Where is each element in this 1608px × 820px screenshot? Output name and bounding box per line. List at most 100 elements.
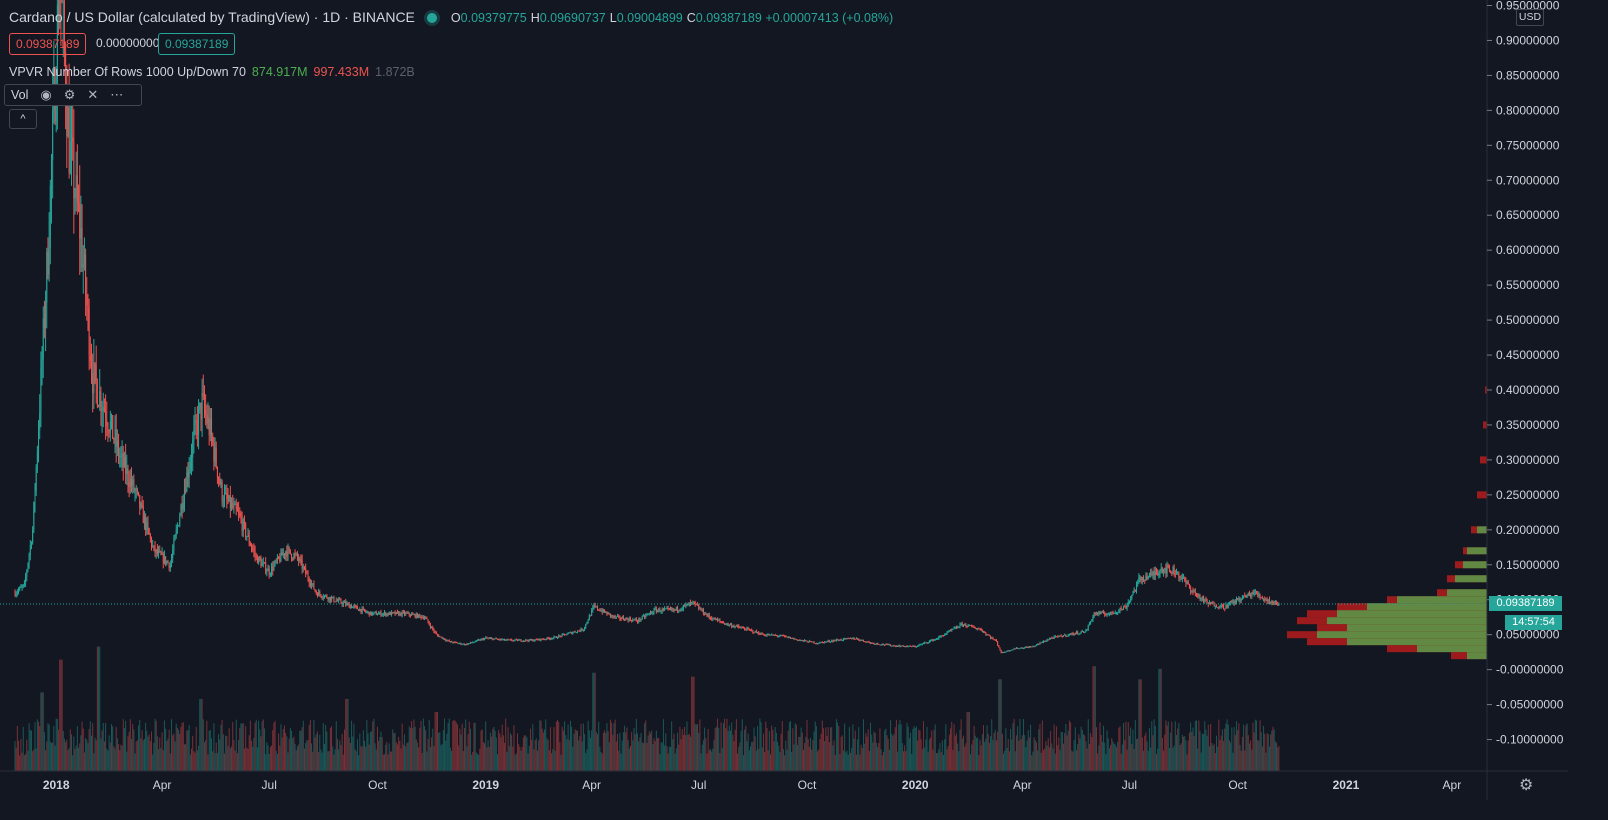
candle-body	[772, 634, 774, 636]
volume-bar	[608, 742, 610, 771]
volume-bar	[1044, 748, 1046, 771]
volume-bar	[751, 741, 753, 771]
volume-bar	[422, 718, 424, 771]
volume-bar	[402, 744, 404, 771]
candle-body	[1019, 647, 1021, 649]
volume-bar	[411, 721, 413, 771]
candle-body	[1090, 620, 1092, 624]
candle-body	[440, 636, 442, 638]
x-tick-label: 2021	[1333, 778, 1360, 792]
sell-price-button[interactable]: 0.09387189	[9, 33, 87, 55]
candle-body	[455, 642, 457, 644]
volume-bar	[813, 731, 815, 771]
candle-body	[1152, 571, 1154, 575]
price-chart[interactable]: 0.950000000.900000000.850000000.80000000…	[0, 0, 1568, 800]
collapse-legend-button[interactable]: ^	[9, 109, 37, 129]
candle-body	[655, 608, 657, 612]
volume-bar	[817, 751, 819, 771]
candle-body	[173, 540, 175, 551]
vpvr-legend[interactable]: VPVR Number Of Rows 1000 Up/Down 70 874.9…	[9, 65, 415, 79]
volume-bar	[145, 722, 147, 771]
y-tick-label: -0.00000000	[1496, 663, 1564, 677]
candle-body	[549, 638, 551, 640]
close-icon[interactable]: ✕	[87, 87, 99, 102]
volume-bar	[821, 720, 823, 771]
volume-legend[interactable]: Vol ◉ ⚙ ✕ ⋯	[4, 84, 142, 106]
candle-body	[1211, 602, 1213, 604]
candle-body	[870, 642, 872, 644]
volume-bar	[245, 725, 247, 771]
volume-bar	[493, 726, 495, 771]
volume-bar	[406, 743, 408, 771]
candle-body	[658, 608, 660, 611]
volume-bar	[199, 698, 201, 771]
candle-body	[932, 639, 934, 641]
candle-body	[686, 603, 688, 605]
volume-bar	[56, 719, 58, 771]
candle-body	[948, 630, 950, 632]
volume-bar	[770, 754, 772, 771]
volume-bar	[602, 732, 604, 771]
volume-bar	[653, 738, 655, 771]
candle-body	[136, 488, 138, 492]
candle-body	[281, 551, 283, 556]
volume-bar	[686, 721, 688, 771]
volume-bar	[729, 730, 731, 771]
volume-bar	[1101, 741, 1103, 771]
volume-bar	[672, 739, 674, 771]
volume-bar	[1047, 738, 1049, 771]
volume-bar	[984, 741, 986, 771]
candle-body	[325, 595, 327, 597]
volume-bar	[1179, 745, 1181, 771]
candle-body	[491, 638, 493, 640]
candle-body	[785, 635, 787, 637]
volume-bar	[219, 739, 221, 771]
more-icon[interactable]: ⋯	[110, 87, 124, 102]
volume-bar	[965, 743, 967, 771]
volume-bar	[15, 747, 17, 771]
candle-body	[798, 640, 800, 642]
currency-label[interactable]: USD	[1516, 9, 1544, 26]
candle-body	[495, 638, 497, 640]
volume-bar	[950, 728, 952, 771]
volume-bar	[1261, 746, 1263, 771]
gear-icon[interactable]: ⚙	[63, 87, 76, 102]
volume-bar	[761, 747, 763, 771]
volume-bar	[334, 749, 336, 771]
volume-bar	[1128, 735, 1130, 771]
volume-bar	[1123, 723, 1125, 771]
volume-bar	[163, 720, 165, 771]
volume-bar	[68, 747, 70, 771]
candle-body	[952, 629, 954, 631]
volume-bar	[151, 731, 153, 771]
candle-body	[847, 638, 849, 640]
candle-body	[1000, 650, 1002, 654]
volume-bar	[963, 735, 965, 771]
chart-area[interactable]: 0.95000000 0.90000000 0.85000000 0.80000000…	[0, 0, 1568, 800]
symbol-title[interactable]: Cardano / US Dollar (calculated by Tradi…	[9, 9, 415, 25]
candle-body	[48, 247, 50, 275]
volume-bar	[724, 718, 726, 771]
candle-body	[291, 553, 293, 559]
candle-body	[832, 640, 834, 642]
x-tick-label: Jul	[262, 778, 277, 792]
volume-bar	[987, 733, 989, 771]
candle-body	[286, 551, 288, 557]
candle-body	[642, 615, 644, 617]
volume-bar	[249, 720, 251, 771]
candle-body	[354, 605, 356, 607]
volume-bar	[621, 740, 623, 771]
buy-price-button[interactable]: 0.09387189	[158, 33, 236, 55]
candle-body	[1125, 606, 1127, 609]
volume-bar	[94, 737, 96, 771]
candle-body	[307, 573, 309, 579]
volume-bar	[1170, 732, 1172, 771]
chart-settings-gear-icon[interactable]: ⚙	[1519, 777, 1534, 794]
volume-bar	[1021, 735, 1023, 771]
volume-bar	[798, 736, 800, 771]
volume-bar	[283, 725, 285, 771]
eye-icon[interactable]: ◉	[40, 87, 52, 102]
candle-body	[585, 623, 587, 628]
candle-body	[625, 618, 627, 621]
volume-bar	[592, 672, 594, 771]
